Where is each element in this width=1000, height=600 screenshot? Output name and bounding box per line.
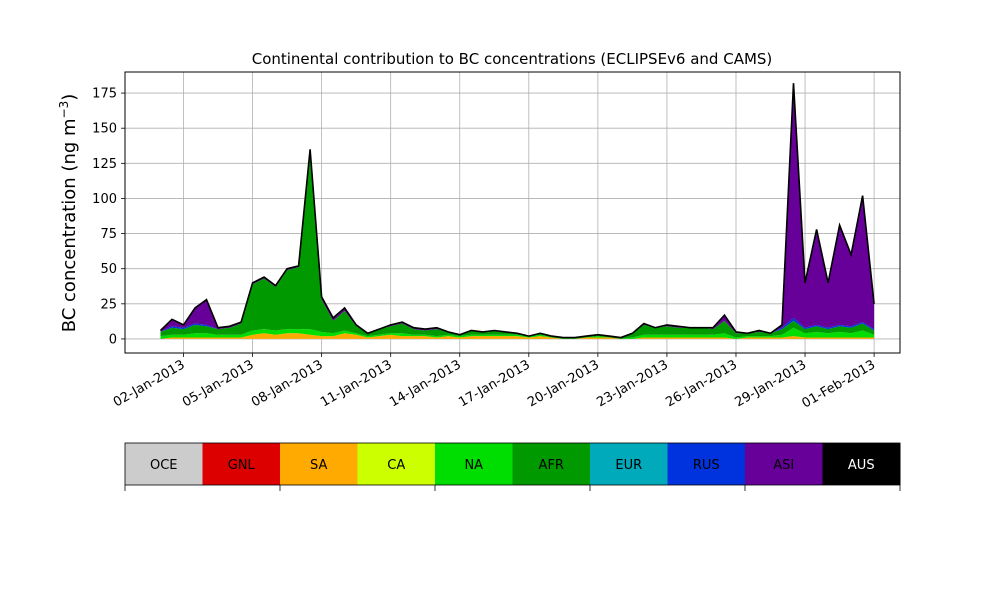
x-tick-label-10: 01-Feb-2013 [800,357,879,411]
y-tick-label-7: 175 [92,87,117,102]
area-afr [160,153,875,339]
y-tick-label-1: 25 [100,297,117,312]
legend-swatch-afr [512,443,591,485]
stacked-areas [160,83,875,339]
plot-frame [124,71,901,354]
legend-label-na: NA [464,458,483,473]
y-axis-label-main: BC concentration (ng m [59,118,80,332]
x-tick-label-0: 02-Jan-2013 [111,357,188,410]
y-tick-label-2: 50 [100,262,117,277]
area-asi [160,83,875,338]
y-tick-label-5: 125 [92,157,117,172]
legend-swatch-asi [745,443,823,485]
x-tick-label-2: 08-Jan-2013 [249,357,326,410]
legend-swatch-na [435,443,513,485]
x-tick-label-1: 05-Jan-2013 [180,357,257,410]
x-tick-label-9: 29-Jan-2013 [732,357,809,410]
legend-swatch-sa [280,443,358,485]
legend-label-aus: AUS [848,458,875,473]
y-axis-label-close: ) [59,94,80,101]
x-tick-label-5: 17-Jan-2013 [456,357,533,410]
y-axis-label: BC concentration (ng m−3) [57,94,80,333]
legend-swatch-rus [667,443,746,485]
legend-swatch-gnl [202,443,281,485]
legend-swatch-eur [590,443,668,485]
legend-swatch-oce [125,443,203,485]
y-tick-label-3: 75 [100,227,117,242]
y-tick-label-6: 150 [92,122,117,137]
y-axis-label-sup: −3 [57,101,71,119]
x-tick-label-8: 26-Jan-2013 [663,357,740,410]
y-tick-label-4: 100 [92,192,117,207]
y-tick-label-0: 0 [109,332,117,347]
y-axis-ticks: 0 25 50 75 100 125 150 175 [92,87,125,347]
area-na [160,327,875,339]
x-tick-label-4: 14-Jan-2013 [387,357,464,410]
legend-label-oce: OCE [150,458,178,473]
x-axis-ticks: 02-Jan-201305-Jan-201308-Jan-201311-Jan-… [111,353,878,411]
legend-label-ca: CA [387,458,405,473]
legend-label-eur: EUR [615,458,642,473]
legend-swatch-aus [822,443,901,485]
legend-label-rus: RUS [693,458,720,473]
x-tick-label-3: 11-Jan-2013 [318,357,395,410]
legend-frame [124,442,901,486]
color-legend: OCE GNL SA CA NA AFR EUR RUS ASI AUS [124,442,901,491]
legend-label-asi: ASI [773,458,794,473]
legend-label-afr: AFR [539,458,564,473]
legend-swatch-ca [357,443,436,485]
legend-label-sa: SA [310,458,327,473]
x-tick-label-6: 20-Jan-2013 [525,357,602,410]
chart-title: Continental contribution to BC concentra… [252,50,773,68]
total-line [159,83,875,339]
legend-label-gnl: GNL [228,458,256,473]
x-tick-label-7: 23-Jan-2013 [594,357,671,410]
grid-lines [125,72,900,353]
total-outline [159,83,875,339]
